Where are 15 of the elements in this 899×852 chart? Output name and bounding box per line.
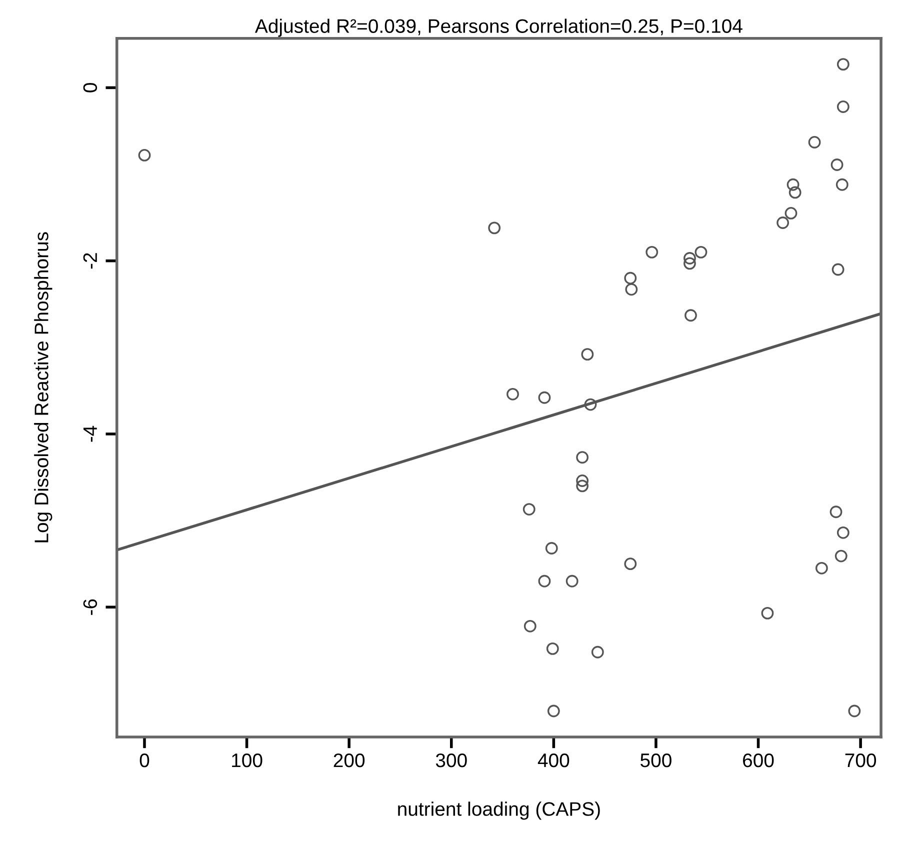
chart-title: Adjusted R²=0.039, Pearsons Correlation=0.25, P=0.104	[254, 18, 742, 37]
y-tick-label: 0	[83, 83, 98, 92]
x-tick-label: 600	[743, 753, 774, 768]
x-tick-label: 300	[436, 753, 467, 768]
x-axis-title: nutrient loading (CAPS)	[398, 802, 600, 820]
y-tick-label: -2	[83, 253, 97, 269]
x-tick-label: 500	[640, 753, 672, 768]
x-tick-label: 100	[232, 753, 262, 768]
y-axis-title: Log Dissolved Reactive Phosphorus	[34, 232, 52, 542]
x-tick-label: 400	[538, 753, 570, 768]
x-tick-label: 0	[140, 753, 150, 768]
x-tick-label: 700	[845, 753, 876, 768]
y-tick-label: -6	[83, 599, 98, 615]
y-tick-label: -4	[83, 426, 97, 442]
x-tick-label: 200	[334, 753, 365, 768]
